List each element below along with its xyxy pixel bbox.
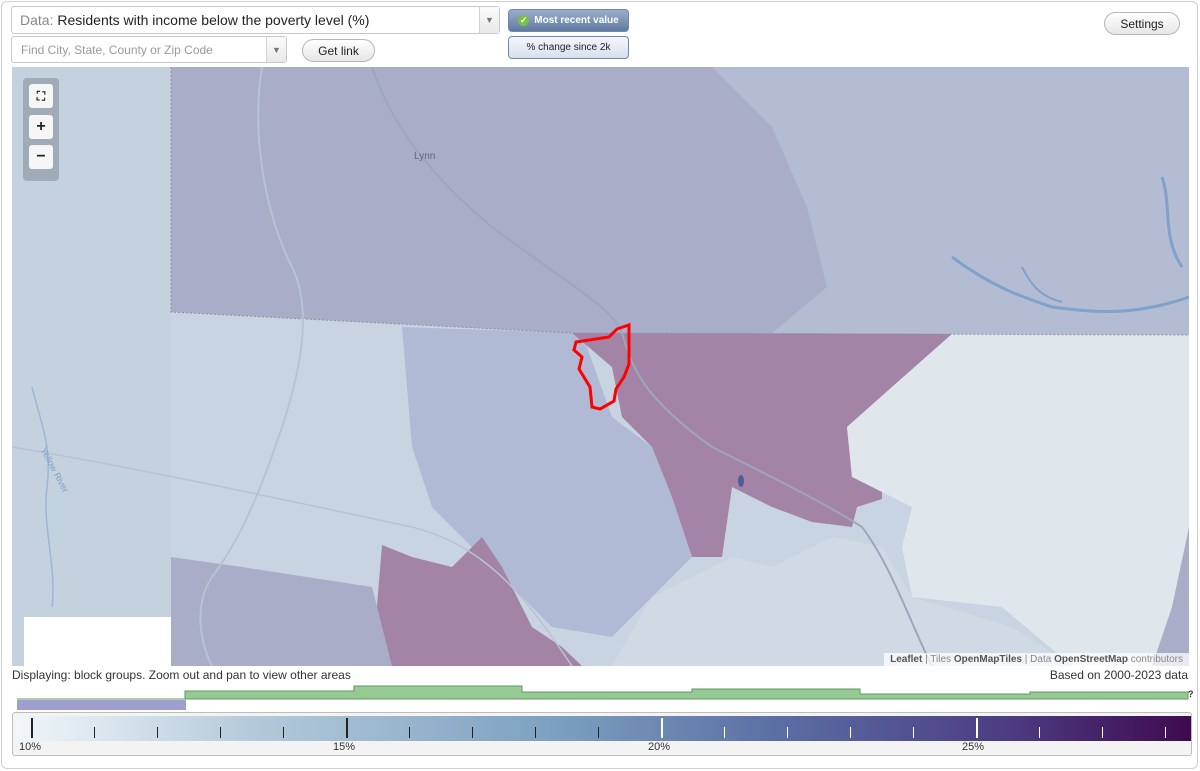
legend-minor-tick [850, 727, 851, 738]
legend-label: 10% [19, 741, 42, 753]
data-select-text: Data: Residents with income below the po… [20, 12, 369, 28]
openmaptiles-link[interactable]: OpenMapTiles [953, 654, 1022, 665]
displaying-status: Displaying: block groups. Zoom out and p… [12, 668, 351, 682]
distribution-histogram [17, 685, 1189, 710]
map-view[interactable]: Lynn Yellow River ⛶ + − Leaflet | Tiles … [12, 67, 1189, 666]
legend-minor-tick [94, 727, 95, 738]
legend-major-tick [346, 718, 348, 738]
legend-minor-tick [157, 727, 158, 738]
leaflet-link[interactable]: Leaflet [890, 654, 923, 665]
legend-major-tick [976, 718, 978, 738]
zoom-control: ⛶ + − [23, 78, 59, 181]
legend-label: 20% [648, 741, 671, 753]
legend-label: 25% [962, 741, 985, 753]
place-label-lynn: Lynn [414, 151, 436, 162]
legend-major-tick [31, 718, 33, 738]
legend-minor-tick [535, 727, 536, 738]
help-question-mark[interactable]: ? [1188, 689, 1194, 699]
zoom-out-button[interactable]: − [29, 145, 53, 169]
legend-minor-tick [787, 727, 788, 738]
legend-minor-tick [1165, 727, 1166, 738]
legend-minor-tick [472, 727, 473, 738]
data-prefix-attrib: | Data [1024, 654, 1052, 665]
legend-minor-tick [409, 727, 410, 738]
map-canvas [12, 67, 1189, 666]
legend-minor-tick [283, 727, 284, 738]
color-ramp [16, 716, 1191, 741]
get-link-button[interactable]: Get link [302, 39, 375, 62]
openstreetmap-link[interactable]: OpenStreetMap [1054, 654, 1128, 665]
legend-minor-tick [1102, 727, 1103, 738]
contributors-text: contributors [1130, 654, 1183, 665]
most-recent-label: Most recent value [534, 15, 619, 26]
settings-button[interactable]: Settings [1104, 12, 1180, 35]
legend-minor-tick [598, 727, 599, 738]
tiles-prefix: | Tiles [925, 654, 952, 665]
color-legend: 10% 15% 20% 25% [12, 712, 1192, 756]
chevron-down-icon[interactable]: ▼ [479, 7, 499, 33]
selected-range-bar [17, 700, 186, 710]
percent-change-toggle[interactable]: % change since 2k [508, 36, 629, 59]
location-search-placeholder: Find City, State, County or Zip Code [21, 43, 213, 57]
fullscreen-icon[interactable]: ⛶ [29, 84, 53, 108]
zoom-in-button[interactable]: + [29, 115, 53, 139]
legend-label: 15% [333, 741, 356, 753]
location-search-input[interactable]: Find City, State, County or Zip Code ▼ [11, 36, 287, 63]
data-prefix: Data: [20, 12, 54, 28]
data-value: Residents with income below the poverty … [57, 12, 370, 28]
data-select[interactable]: Data: Residents with income below the po… [11, 6, 500, 34]
check-icon: ✓ [518, 15, 530, 26]
chevron-down-icon[interactable]: ▼ [266, 37, 286, 62]
highlighted-area-outline [572, 322, 631, 411]
legend-minor-tick [913, 727, 914, 738]
legend-minor-tick [724, 727, 725, 738]
based-on-status: Based on 2000-2023 data [1049, 668, 1188, 682]
map-attribution: Leaflet | Tiles OpenMapTiles | Data Open… [884, 653, 1189, 666]
legend-minor-tick [1039, 727, 1040, 738]
legend-minor-tick [220, 727, 221, 738]
legend-major-tick [661, 718, 663, 738]
most-recent-value-toggle[interactable]: ✓ Most recent value [508, 9, 629, 32]
